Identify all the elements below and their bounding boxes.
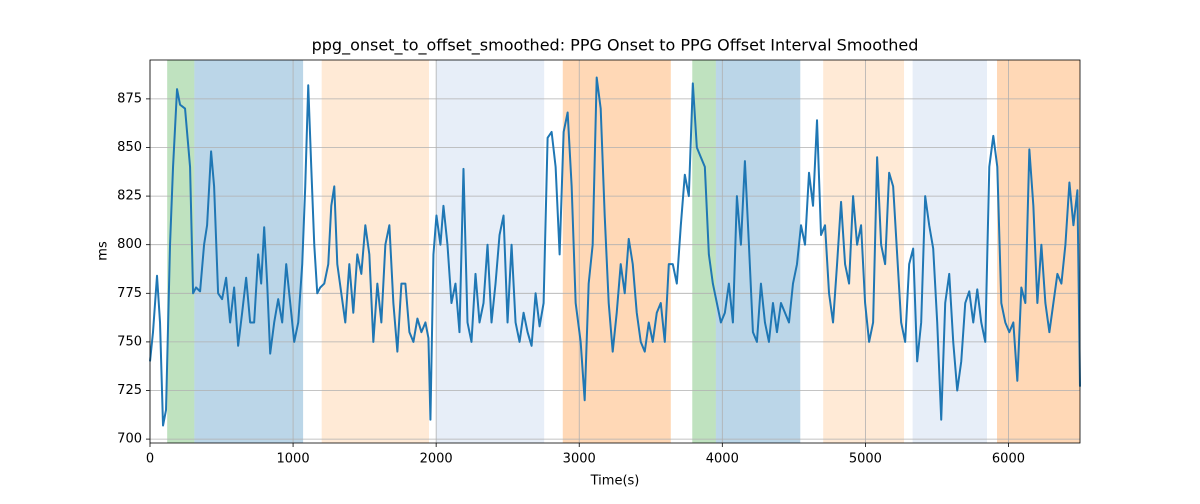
x-tick-label: 5000 bbox=[849, 452, 882, 467]
interval-span bbox=[715, 60, 801, 443]
y-tick-label: 750 bbox=[117, 334, 142, 349]
interval-span bbox=[436, 60, 545, 443]
interval-span bbox=[167, 60, 195, 443]
data-line bbox=[149, 76, 1081, 427]
y-tick-label: 775 bbox=[117, 286, 142, 301]
x-tick-label: 0 bbox=[146, 452, 154, 467]
interval-span bbox=[823, 60, 905, 443]
x-tick-label: 4000 bbox=[706, 452, 739, 467]
x-tick-label: 2000 bbox=[420, 452, 453, 467]
y-tick-label: 725 bbox=[117, 383, 142, 398]
x-tick-label: 6000 bbox=[992, 452, 1025, 467]
interval-span bbox=[321, 60, 429, 443]
y-axis-label: ms bbox=[96, 241, 111, 261]
x-tick-label: 1000 bbox=[277, 452, 310, 467]
chart-title: ppg_onset_to_offset_smoothed: PPG Onset … bbox=[312, 36, 919, 56]
y-tick-label: 800 bbox=[117, 237, 142, 252]
interval-span bbox=[194, 60, 304, 443]
axes-frame bbox=[149, 59, 1081, 444]
y-tick-label: 875 bbox=[117, 91, 142, 106]
x-tick-label: 3000 bbox=[563, 452, 596, 467]
interval-span bbox=[562, 60, 671, 443]
y-tick-label: 825 bbox=[117, 189, 142, 204]
interval-span bbox=[912, 60, 987, 443]
interval-span bbox=[692, 60, 716, 443]
interval-span bbox=[997, 60, 1080, 443]
y-tick-label: 700 bbox=[117, 432, 142, 447]
x-axis-label: Time(s) bbox=[590, 474, 640, 489]
y-tick-label: 850 bbox=[117, 140, 142, 155]
